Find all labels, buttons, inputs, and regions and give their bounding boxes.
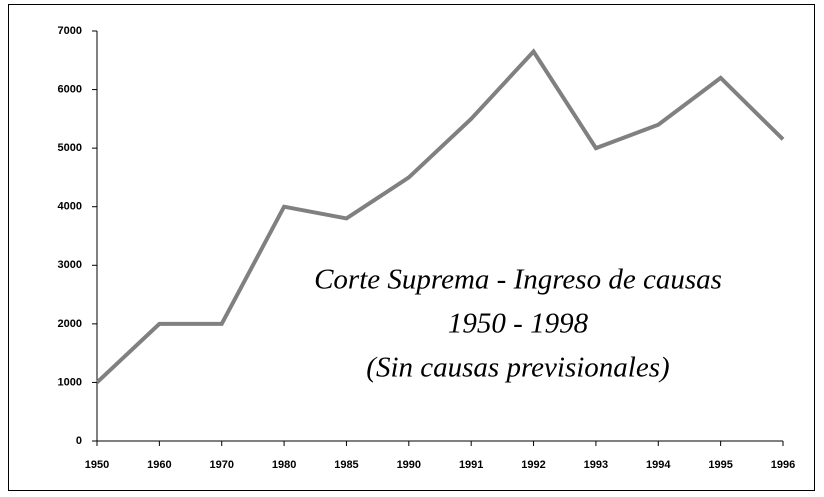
annotation: (Sin causas previsionales) bbox=[366, 352, 669, 384]
x-tick-label: 1985 bbox=[334, 459, 358, 471]
x-tick-label: 1980 bbox=[272, 459, 296, 471]
y-tick-label: 0 bbox=[76, 435, 82, 447]
y-tick-label: 3000 bbox=[58, 259, 82, 271]
annotation: Corte Suprema - Ingreso de causas bbox=[314, 264, 722, 296]
y-tick-label: 2000 bbox=[58, 318, 82, 330]
annotation: 1950 - 1998 bbox=[448, 308, 589, 340]
y-tick-label: 5000 bbox=[58, 142, 82, 154]
y-tick-label: 6000 bbox=[58, 83, 82, 95]
x-tick-label: 1950 bbox=[85, 459, 109, 471]
x-tick-label: 1993 bbox=[584, 459, 608, 471]
x-tick-label: 1994 bbox=[646, 459, 671, 471]
x-tick-label: 1960 bbox=[147, 459, 171, 471]
x-tick-label: 1990 bbox=[397, 459, 421, 471]
y-tick-label: 4000 bbox=[58, 201, 82, 213]
chart-frame bbox=[8, 4, 815, 491]
x-tick-label: 1992 bbox=[521, 459, 545, 471]
x-tick-label: 1970 bbox=[209, 459, 233, 471]
x-tick-label: 1991 bbox=[459, 459, 483, 471]
y-tick-label: 1000 bbox=[58, 376, 82, 388]
line bbox=[95, 48, 785, 384]
x-tick-label: 1995 bbox=[708, 459, 732, 471]
y-tick-label: 7000 bbox=[58, 25, 82, 37]
x-tick-label: 1996 bbox=[771, 459, 795, 471]
